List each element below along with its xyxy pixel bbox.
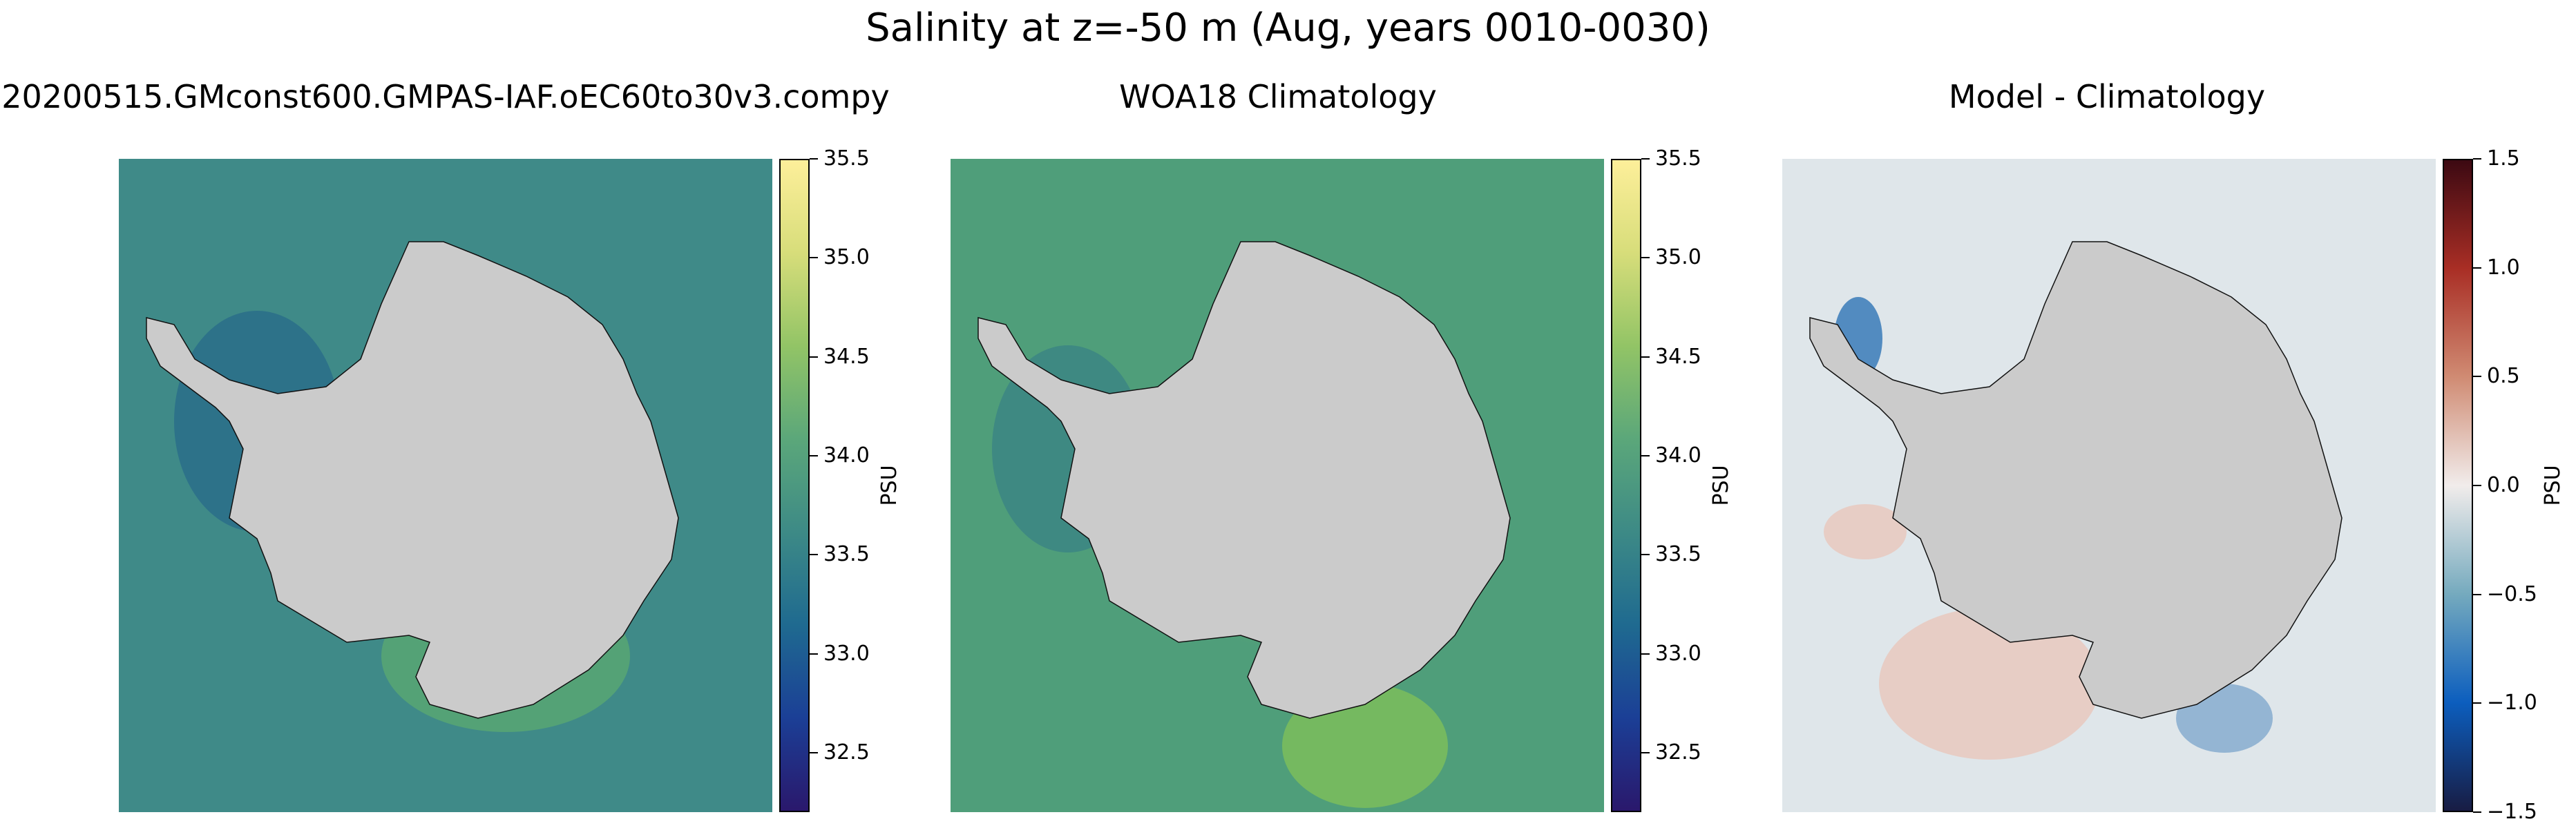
positive-bias-patch [1824, 504, 1907, 559]
tick-mark [2473, 485, 2481, 486]
tick-mark [2473, 593, 2481, 595]
tick-mark [1641, 158, 1650, 160]
tick-label: 1.5 [2487, 146, 2520, 171]
tick-mark [810, 554, 818, 556]
tick-label: 35.5 [823, 146, 870, 171]
colorbar-label: PSU [2541, 465, 2565, 506]
tick-label: 34.5 [823, 344, 870, 369]
positive-bias-patch [1879, 608, 2100, 760]
tick-mark [2473, 267, 2481, 269]
tick-label: 34.5 [1655, 344, 1701, 369]
tick-label: 1.0 [2487, 255, 2520, 280]
tick-mark [810, 356, 818, 358]
tick-label: 33.5 [823, 542, 870, 567]
tick-label: 32.5 [823, 740, 870, 764]
colorbar-gradient [2444, 160, 2472, 811]
colorbar-gradient [1612, 160, 1640, 811]
tick-mark [810, 653, 818, 655]
colorbar-bias [2443, 159, 2473, 812]
colorbar-label: PSU [877, 465, 901, 506]
tick-label: −1.0 [2487, 691, 2537, 715]
tick-mark [1641, 257, 1650, 259]
colorbar-label: PSU [1709, 465, 1733, 506]
figure-title: Salinity at z=-50 m (Aug, years 0010-003… [866, 6, 1710, 50]
tick-label: −1.5 [2487, 800, 2537, 824]
tick-mark [2473, 376, 2481, 378]
tick-label: 33.0 [823, 641, 870, 666]
tick-label: 35.5 [1655, 146, 1701, 171]
tick-label: 34.0 [823, 443, 870, 468]
tick-mark [810, 455, 818, 456]
map-model [119, 159, 772, 812]
colorbar-gradient [781, 160, 808, 811]
tick-label: 33.5 [1655, 542, 1701, 567]
panel-title-model: 20200515.GMconst600.GMPAS-IAF.oEC60to30v… [1, 78, 890, 115]
tick-mark [1641, 455, 1650, 456]
panel-title-obs: WOA18 Climatology [1119, 78, 1437, 115]
map-obs [951, 159, 1604, 812]
tick-label: 35.0 [1655, 245, 1701, 270]
tick-mark [810, 257, 818, 259]
tick-mark [2473, 158, 2481, 160]
tick-label: 35.0 [823, 245, 870, 270]
tick-label: 0.5 [2487, 364, 2520, 389]
tick-label: 32.5 [1655, 740, 1701, 764]
colorbar-model [779, 159, 810, 812]
tick-mark [810, 752, 818, 753]
antarctica-landmass [1809, 241, 2343, 719]
map-bias [1782, 159, 2436, 812]
colorbar-obs [1611, 159, 1641, 812]
tick-mark [810, 158, 818, 160]
tick-label: 33.0 [1655, 641, 1701, 666]
tick-label: −0.5 [2487, 581, 2537, 606]
tick-label: 34.0 [1655, 443, 1701, 468]
tick-mark [2473, 811, 2481, 813]
tick-mark [1641, 752, 1650, 753]
tick-mark [1641, 356, 1650, 358]
tick-mark [1641, 653, 1650, 655]
tick-mark [2473, 702, 2481, 704]
tick-mark [1641, 554, 1650, 556]
antarctica-landmass [146, 241, 679, 719]
antarctica-landmass [977, 241, 1511, 719]
panel-title-bias: Model - Climatology [1948, 78, 2266, 115]
tick-label: 0.0 [2487, 473, 2520, 497]
